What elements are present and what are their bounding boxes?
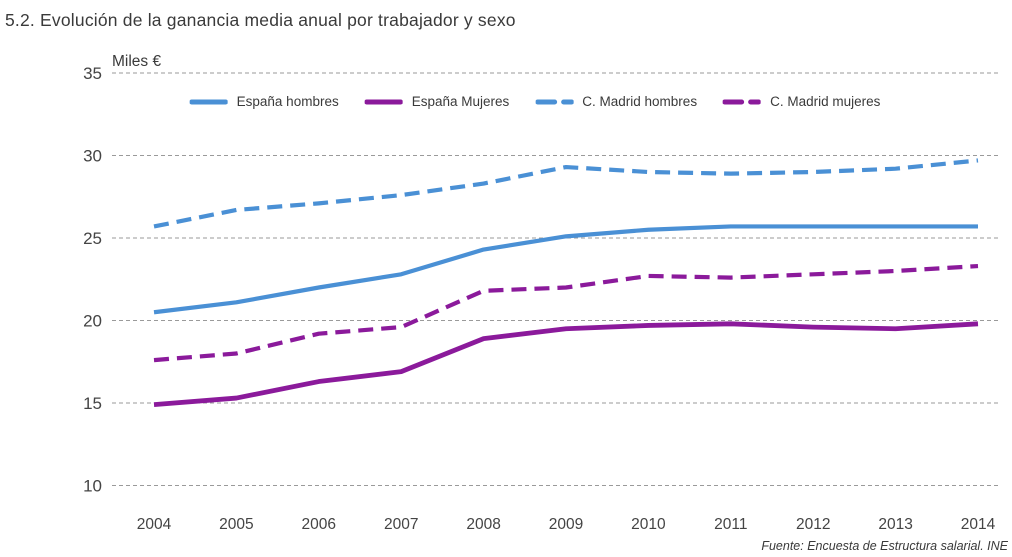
chart-legend: España hombres España Mujeres C. Madrid ho…: [189, 94, 880, 109]
y-tick-label: 35: [83, 64, 102, 83]
legend-label: C. Madrid hombres: [582, 94, 698, 109]
x-tick-label: 2014: [961, 516, 996, 533]
x-tick-label: 2006: [302, 516, 336, 533]
x-tick-label: 2010: [631, 516, 666, 533]
legend-item: C. Madrid hombres: [535, 94, 697, 109]
series-line-espa-a-hombres: [153, 224, 978, 315]
y-tick-label: 30: [83, 147, 102, 166]
legend-label: España Mujeres: [411, 94, 510, 109]
legend-swatch-dashed-line-icon: [723, 99, 762, 104]
series-line-espa-a-mujeres: [153, 321, 979, 408]
series-line-c-madrid-mujeres: [153, 263, 979, 363]
x-tick-label: 2004: [137, 516, 172, 533]
series-line-c-madrid-hombres: [153, 158, 979, 229]
source-note: Fuente: Encuesta de Estructura salarial.…: [761, 539, 1008, 553]
legend-item: C. Madrid mujeres: [723, 94, 880, 109]
legend-swatch-solid-line-icon: [189, 99, 228, 104]
chart-title: 5.2. Evolución de la ganancia media anua…: [5, 10, 516, 30]
x-tick-label: 2009: [549, 516, 583, 533]
legend-swatch-dashed-line-icon: [535, 99, 574, 104]
x-tick-label: 2005: [219, 516, 253, 533]
legend-item: España hombres: [189, 94, 339, 109]
x-tick-label: 2008: [466, 516, 500, 533]
y-axis-unit-label: Miles €: [112, 53, 161, 70]
legend-label: C. Madrid mujeres: [770, 94, 881, 109]
y-tick-label: 25: [83, 229, 102, 248]
x-tick-label: 2012: [796, 516, 830, 533]
legend-swatch-solid-line-icon: [364, 99, 403, 104]
legend-item: España Mujeres: [364, 94, 510, 109]
y-tick-label: 15: [83, 394, 102, 413]
x-tick-label: 2011: [714, 516, 747, 533]
x-tick-label: 2013: [878, 516, 912, 533]
legend-label: España hombres: [236, 94, 339, 109]
y-tick-label: 20: [83, 312, 102, 331]
x-tick-label: 2007: [384, 516, 418, 533]
y-tick-label: 10: [83, 477, 102, 496]
